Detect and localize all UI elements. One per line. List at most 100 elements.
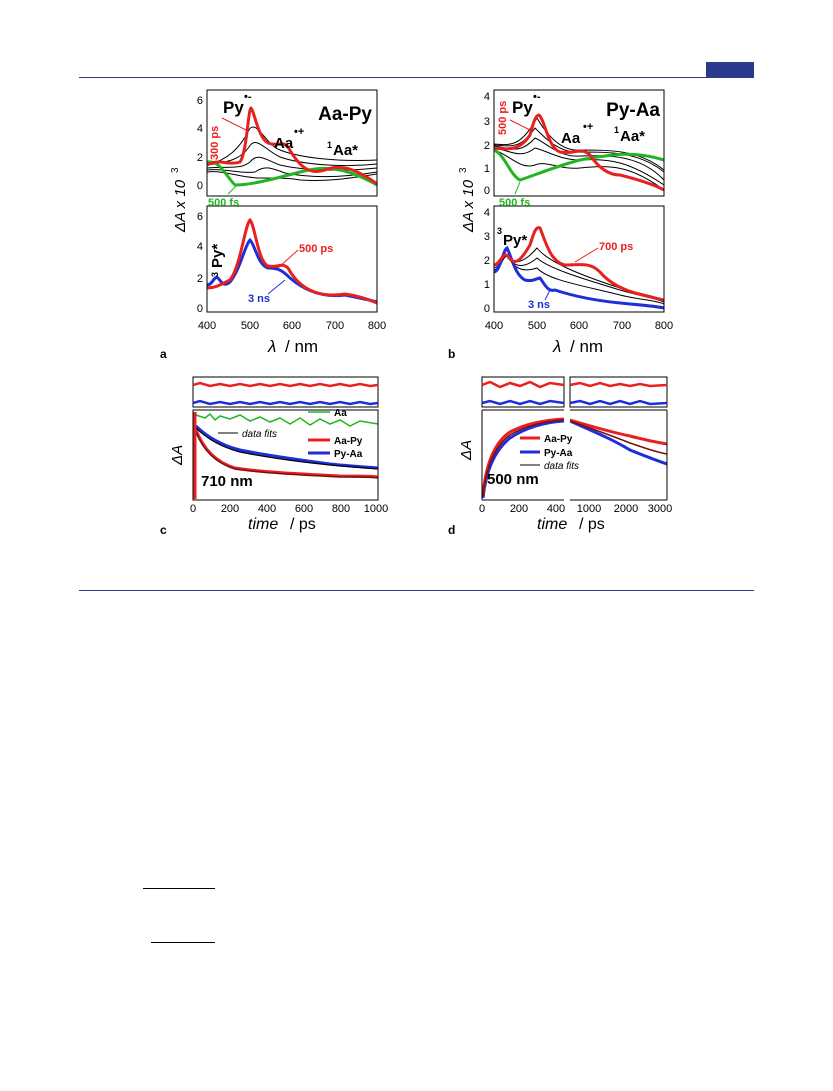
a-xtick-1: 500 xyxy=(241,320,259,332)
d-resid-blue-left xyxy=(481,399,565,406)
panel-d: 0 200 400 1000 2000 3000 time / ps d ΔA … xyxy=(448,376,672,537)
d-xtick-right-1: 2000 xyxy=(614,503,638,515)
c-legend-aapy: Aa-Py xyxy=(334,436,363,447)
d-legend-aapy: Aa-Py xyxy=(544,434,573,445)
figure: 0 2 4 6 0 2 4 6 400 500 600 700 800 λ / … xyxy=(160,89,673,537)
b-top-ytick-0: 0 xyxy=(484,185,490,197)
c-xtick-1: 200 xyxy=(221,503,239,515)
c-xtick-3: 600 xyxy=(295,503,313,515)
c-ylabel: ΔA xyxy=(169,445,186,466)
d-ylabel: ΔA xyxy=(458,440,475,461)
a-label-aastar-sup: 1 xyxy=(327,140,332,150)
b-label-py-sup: •- xyxy=(533,91,541,103)
a-bot-ytick-2: 4 xyxy=(197,241,203,253)
b-xlabel-symbol: λ xyxy=(552,337,561,356)
d-resid-red-right xyxy=(569,381,668,388)
a-label-top-green: 500 fs xyxy=(208,197,239,209)
a-panel-letter: a xyxy=(160,347,167,361)
c-legend-fits: data fits xyxy=(242,429,277,440)
c-fit-blue xyxy=(195,427,378,470)
a-top-red xyxy=(207,106,377,186)
b-bot-blue xyxy=(494,245,664,310)
footnote-line-2 xyxy=(151,942,215,943)
a-xtick-2: 600 xyxy=(283,320,301,332)
c-fit-red xyxy=(195,431,378,479)
b-bot-ytick-2: 2 xyxy=(484,255,490,267)
b-label-aastar: Aa* xyxy=(620,128,645,145)
c-xlabel-unit: / ps xyxy=(290,516,316,533)
a-top-grey-1 xyxy=(207,171,377,182)
a-top-ytick-3: 6 xyxy=(197,95,203,107)
d-xtick-right-2: 3000 xyxy=(648,503,672,515)
d-fit-left xyxy=(482,419,565,497)
b-label-bot-blue: 3 ns xyxy=(528,299,550,311)
a-label-bot-red: 500 ps xyxy=(299,243,333,255)
d-axis-break xyxy=(565,410,570,500)
a-bot-frame xyxy=(206,205,378,313)
c-green-aa xyxy=(195,412,378,427)
header-tab xyxy=(706,62,754,78)
c-resid-blue xyxy=(192,399,379,406)
a-top-grey-2 xyxy=(207,167,377,178)
a-top-green xyxy=(207,160,377,187)
c-legend-aa: Aa xyxy=(334,408,347,419)
b-xlabel-unit: / nm xyxy=(570,337,603,356)
c-xlabel-symbol: time xyxy=(248,516,278,533)
a-bot-ytick-3: 6 xyxy=(197,211,203,223)
b-xtick-2: 600 xyxy=(570,320,588,332)
a-top-ytick-1: 2 xyxy=(197,152,203,164)
d-xlabel-unit: / ps xyxy=(579,516,605,533)
a-label-aa-sup: •+ xyxy=(294,126,304,138)
d-resid-red-left xyxy=(481,380,565,389)
a-label-bot-blue: 3 ns xyxy=(248,293,270,305)
d-legend-pyaa: Py-Aa xyxy=(544,448,573,459)
c-main-frame xyxy=(192,409,379,501)
d-xlabel-symbol: time xyxy=(537,516,567,533)
a-top-ytick-0: 0 xyxy=(197,180,203,192)
b-pointer-top-green xyxy=(514,181,521,195)
a-label-py: Py xyxy=(223,98,244,117)
b-bot-ytick-1: 1 xyxy=(484,279,490,291)
b-pointer-top-red xyxy=(509,119,531,131)
b-pointer-bot-red xyxy=(574,247,599,263)
a-label-py-sup: •- xyxy=(244,91,252,103)
section-rule xyxy=(79,590,754,591)
panel-c: 0 200 400 600 800 1000 time / ps c ΔA 71… xyxy=(160,376,388,537)
c-xtick-0: 0 xyxy=(190,503,196,515)
b-label-aa-sup: •+ xyxy=(583,121,593,133)
a-bot-ytick-0: 0 xyxy=(197,303,203,315)
b-bot-ytick-0: 0 xyxy=(484,303,490,315)
a-top-frame xyxy=(206,89,378,197)
a-label-3py-sup: 3 xyxy=(210,272,220,277)
b-top-ytick-4: 4 xyxy=(484,91,490,103)
footnote-line-1 xyxy=(143,888,215,889)
a-label-top-red: 300 ps xyxy=(209,126,221,160)
b-bot-ytick-3: 3 xyxy=(484,231,490,243)
c-wavelength: 710 nm xyxy=(201,473,253,490)
c-legend-pyaa: Py-Aa xyxy=(334,449,363,460)
a-xlabel-unit: / nm xyxy=(285,337,318,356)
d-red-right xyxy=(569,418,667,446)
b-bot-frame xyxy=(493,205,665,313)
c-xtick-2: 400 xyxy=(258,503,276,515)
a-label-3py: Py* xyxy=(209,244,226,268)
a-bot-ytick-1: 2 xyxy=(197,273,203,285)
d-legend-fits: data fits xyxy=(544,461,579,472)
a-xtick-0: 400 xyxy=(198,320,216,332)
b-xtick-1: 500 xyxy=(528,320,546,332)
a-label-aastar: Aa* xyxy=(333,142,358,159)
b-label-3py: Py* xyxy=(503,232,527,249)
d-xtick-left-2: 400 xyxy=(547,503,565,515)
b-bot-red xyxy=(494,226,664,302)
b-label-py: Py xyxy=(512,98,533,117)
b-ylabel-exp: 3 xyxy=(458,167,469,173)
a-pointer-top-red xyxy=(221,117,247,131)
c-red-aapy xyxy=(194,429,378,479)
b-panel-letter: b xyxy=(448,347,455,361)
d-panel-letter: d xyxy=(448,523,455,537)
b-top-frame xyxy=(493,89,665,197)
d-resid-blue-right xyxy=(569,399,668,406)
a-ylabel-exp: 3 xyxy=(170,167,181,173)
c-resid-red xyxy=(192,381,379,388)
d-xtick-left-0: 0 xyxy=(479,503,485,515)
